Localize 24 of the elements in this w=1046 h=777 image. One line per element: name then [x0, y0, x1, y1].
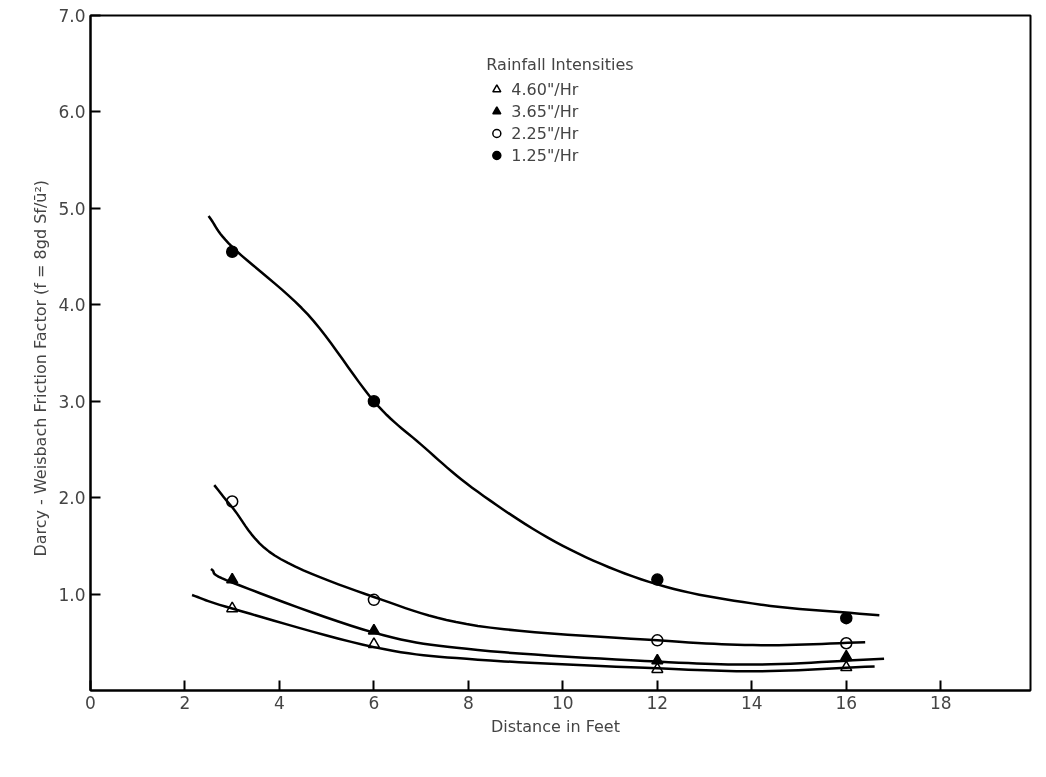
x-tick-label: 16 [835, 692, 858, 713]
legend-label: 1.25"/Hr [511, 145, 579, 165]
y-tick-label: 3.0 [58, 391, 86, 412]
y-tick-label: 4.0 [58, 295, 86, 316]
y-axis-title: Darcy - Weisbach Friction Factor (f = 8gd Sf/ū²) [31, 179, 51, 557]
y-tick-label: 7.0 [58, 6, 86, 26]
legend-label: 2.25"/Hr [511, 123, 579, 143]
y-tick-label: 5.0 [58, 198, 86, 219]
x-tick-label: 10 [552, 692, 574, 713]
y-tick-label: 6.0 [58, 102, 86, 123]
x-tick-label: 12 [646, 692, 669, 713]
x-tick-label: 14 [740, 692, 763, 713]
y-tick-label: 2.0 [58, 488, 86, 509]
x-tick-label: 0 [85, 692, 96, 713]
legend-label: 3.65"/Hr [511, 101, 579, 121]
legend-label: 4.60"/Hr [511, 79, 579, 99]
x-tick-label: 4 [274, 692, 285, 713]
x-axis-title: Distance in Feet [490, 716, 620, 736]
legend-title: Rainfall Intensities [486, 55, 634, 74]
x-tick-label: 6 [368, 692, 380, 713]
x-tick-label: 18 [929, 692, 952, 713]
x-tick-label: 2 [179, 692, 191, 713]
x-tick-label: 8 [462, 692, 474, 713]
y-tick-label: 1.0 [58, 584, 86, 605]
